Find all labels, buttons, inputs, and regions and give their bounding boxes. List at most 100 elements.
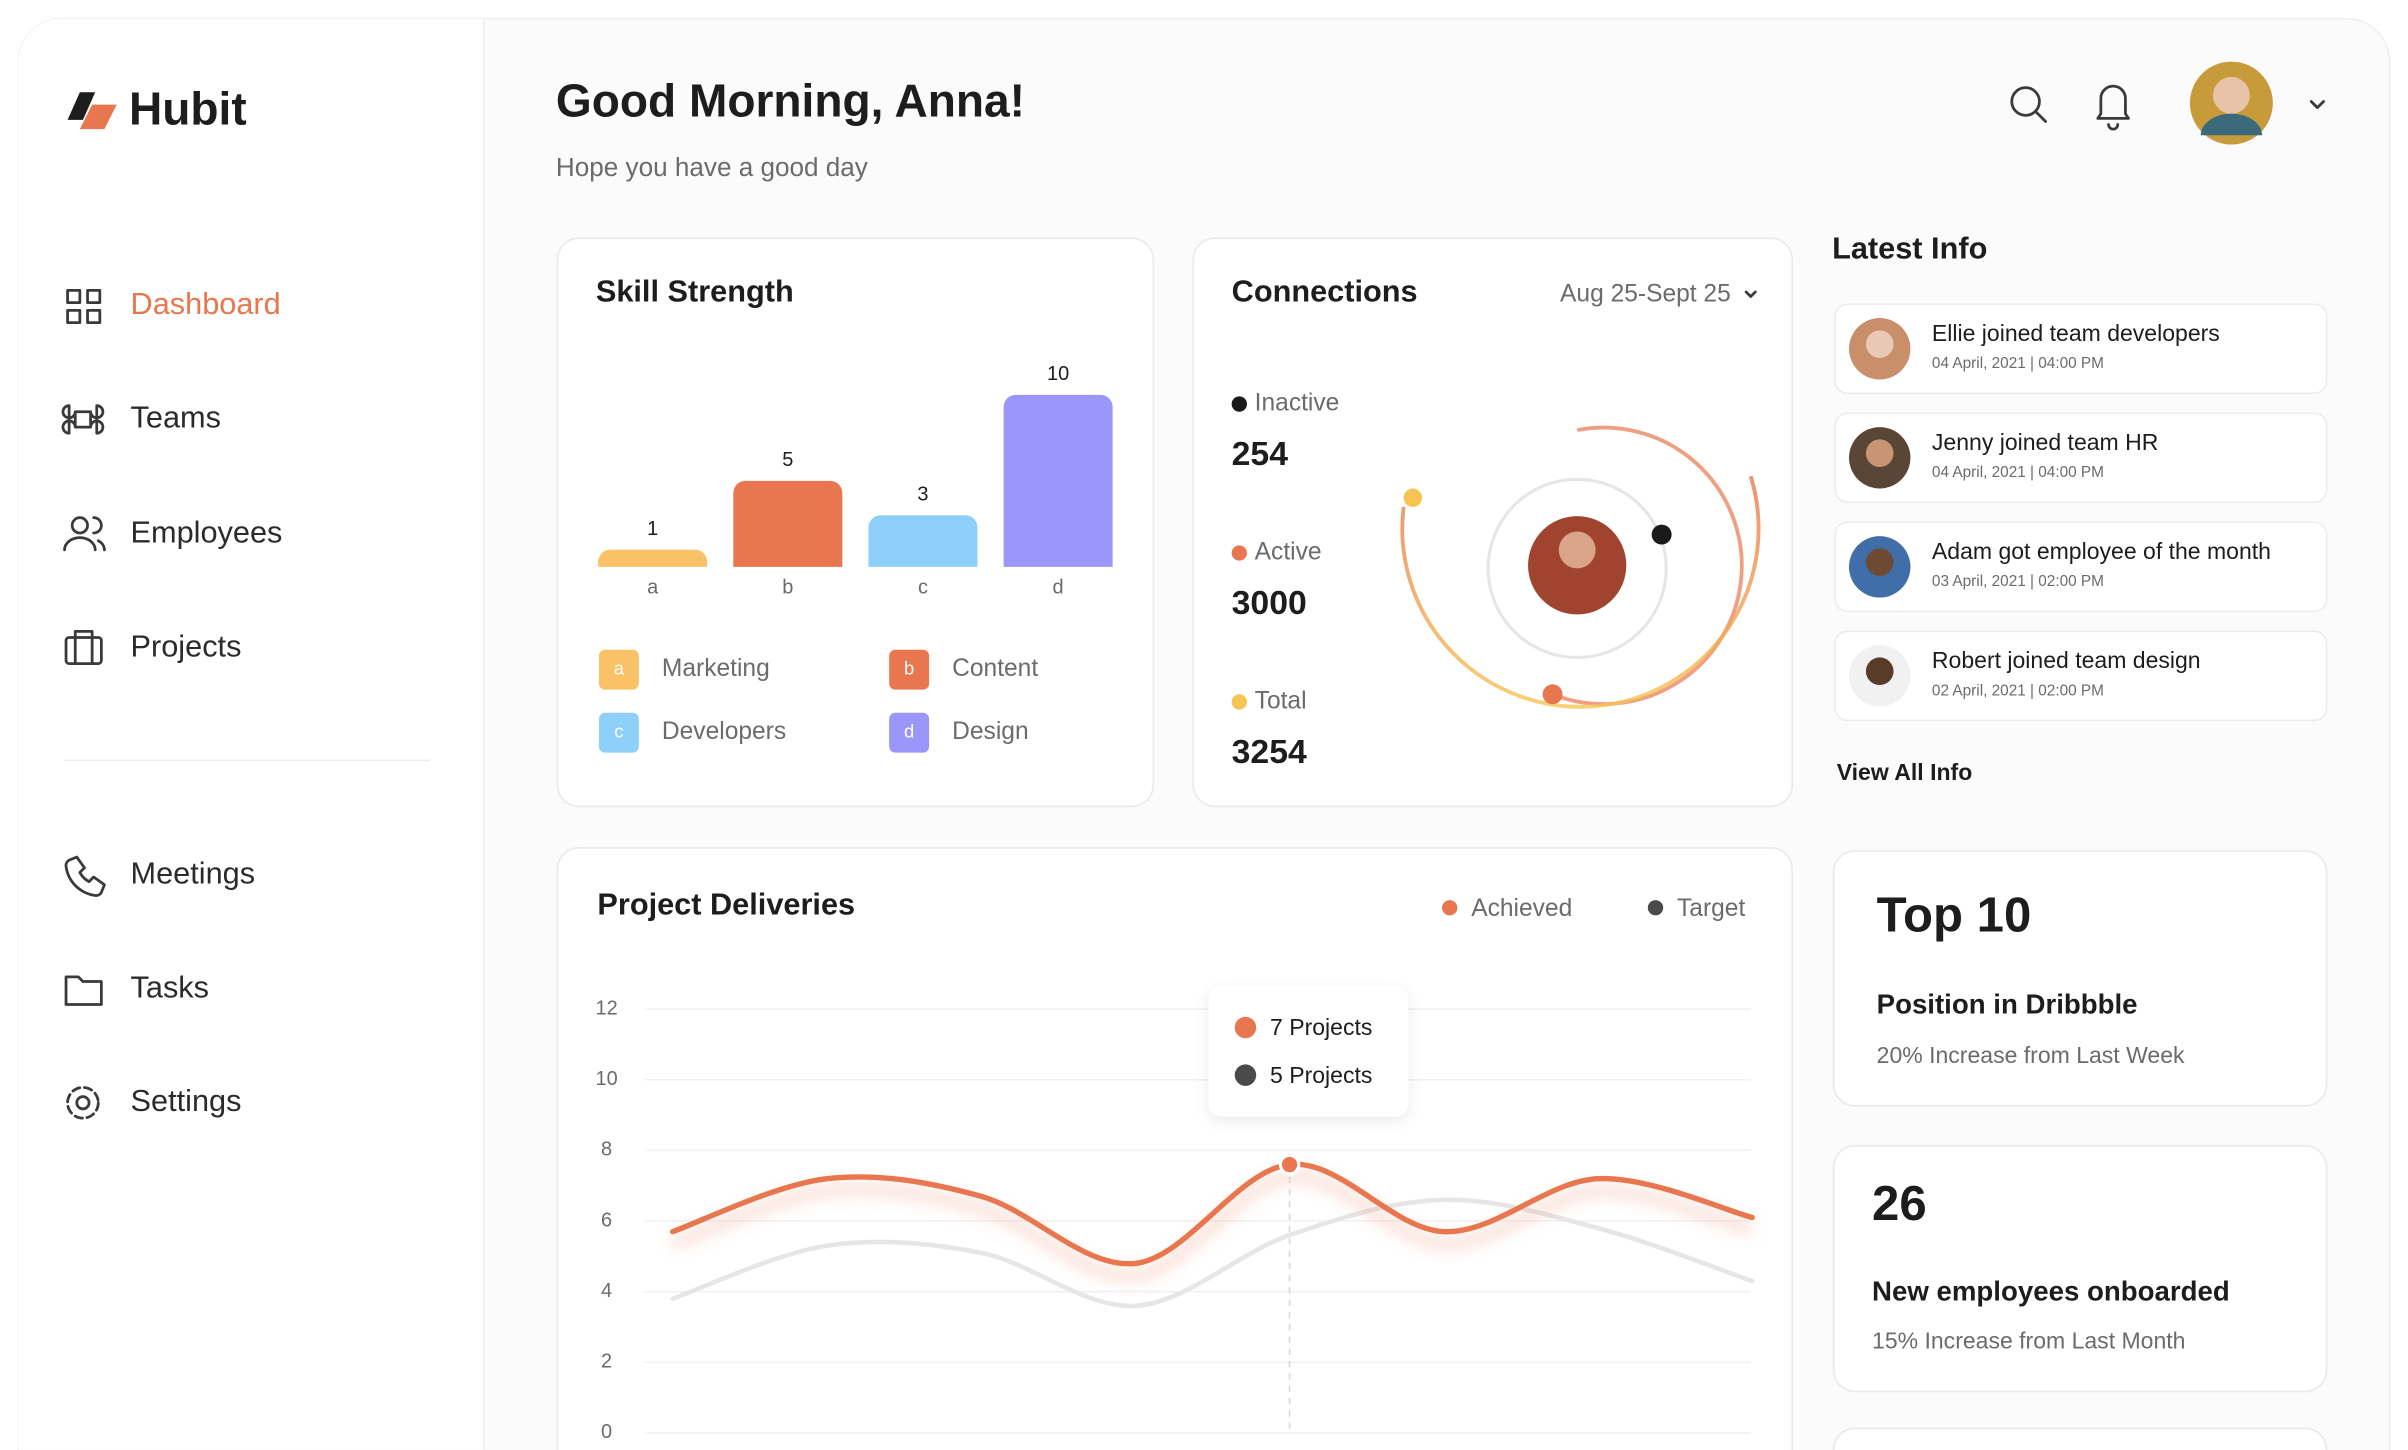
orbit-dot — [1542, 684, 1563, 705]
card-title: Connections — [1232, 274, 1418, 309]
tooltip-label: 7 Projects — [1270, 1014, 1372, 1040]
highlight-note: 15% Increase from Last Month — [1872, 1327, 2185, 1353]
bar — [733, 480, 843, 567]
deliveries-card — [556, 846, 1794, 1450]
hover-point — [1278, 1153, 1301, 1176]
avatar-face — [1558, 531, 1596, 569]
avatar-face — [1865, 548, 1894, 577]
info-card — [1834, 303, 2328, 395]
nav-item[interactable]: Settings — [66, 1083, 242, 1120]
legend-key: a — [614, 658, 625, 679]
value-label: 10 — [1047, 363, 1069, 385]
value-label: 3 — [917, 484, 928, 506]
legend-dot — [1647, 900, 1664, 916]
legend-swatch — [889, 712, 930, 753]
legend-key: d — [904, 721, 914, 742]
info-time: 04 April, 2021 | 04:00 PM — [1932, 355, 2104, 372]
sidebar — [18, 18, 484, 1450]
profile-menu[interactable] — [2189, 61, 2325, 145]
skill-chart: 1 a 5 b 3 c 10 d a Marketing b Content c Developers d D… — [598, 363, 1113, 753]
greeting-subtitle: Hope you have a good day — [556, 152, 868, 182]
y-tick-label: 2 — [601, 1351, 612, 1373]
legend-swatch — [598, 712, 639, 753]
chevron — [1744, 290, 1757, 298]
category-label: c — [918, 577, 928, 599]
nav-label: Employees — [131, 515, 283, 550]
view-all-link[interactable]: View All Info — [1837, 759, 1973, 785]
stat-label: Inactive — [1255, 390, 1340, 417]
tooltip-dot — [1234, 1016, 1257, 1039]
nav-item[interactable]: Projects — [64, 628, 242, 665]
nav-item[interactable]: Tasks — [64, 969, 209, 1006]
icon — [64, 975, 103, 1006]
highlight-label: Position in Dribbble — [1877, 988, 2138, 1019]
info-text: Jenny joined team HR — [1932, 429, 2158, 455]
orbit-dot — [1651, 524, 1672, 545]
info-item[interactable]: Jenny joined team HR 04 April, 2021 | 04:… — [1834, 412, 2328, 504]
icon — [64, 629, 103, 665]
icon — [66, 289, 102, 325]
avatar-body — [2200, 113, 2263, 136]
legend-swatch — [598, 649, 639, 690]
info-item[interactable]: Ellie joined team developers 04 April, 20… — [1834, 303, 2328, 395]
highlight-label: New employees onboarded — [1872, 1276, 2230, 1307]
avatar-face — [1865, 657, 1894, 686]
legend-label: Design — [952, 718, 1028, 745]
info-list: Ellie joined team developers 04 April, 20… — [1834, 303, 2328, 722]
tooltip-dot — [1234, 1064, 1257, 1086]
category-label: a — [647, 577, 659, 599]
nav-label: Teams — [131, 400, 221, 435]
nav-item[interactable]: Meetings — [64, 855, 256, 897]
logo[interactable]: Hubit — [67, 82, 247, 134]
icon — [64, 855, 106, 897]
highlight-note: 20% Increase from Last Week — [1877, 1042, 2185, 1068]
status-dot — [1231, 396, 1247, 412]
nav-label: Meetings — [131, 856, 256, 891]
orbit-ring — [1486, 477, 1668, 659]
nav-label: Projects — [131, 628, 242, 663]
info-card — [1834, 630, 2328, 722]
date-range: Aug 25-Sept 25 — [1560, 280, 1731, 307]
highlight-value: Top 10 — [1877, 888, 2032, 942]
info-item[interactable]: Adam got employee of the month 03 April, … — [1834, 521, 2328, 613]
icon — [66, 1086, 100, 1120]
info-text: Adam got employee of the month — [1932, 538, 2271, 564]
series-line — [670, 1197, 1755, 1309]
info-time: 04 April, 2021 | 04:00 PM — [1932, 464, 2104, 481]
section-title: Latest Info — [1832, 231, 1987, 266]
tooltip — [1208, 986, 1409, 1117]
series-line — [669, 1161, 1755, 1267]
status-dot — [1231, 545, 1247, 561]
nav-item[interactable]: Employees — [63, 515, 283, 552]
date-filter[interactable]: Aug 25-Sept 25 — [1560, 280, 1757, 307]
info-item[interactable]: Robert joined team design 02 April, 2021 … — [1834, 630, 2328, 722]
stat-value: 3000 — [1232, 584, 1307, 622]
nav-item[interactable]: Teams — [61, 400, 221, 435]
y-tick-label: 12 — [596, 997, 618, 1019]
stat-value: 3254 — [1232, 733, 1307, 771]
info-time: 02 April, 2021 | 02:00 PM — [1932, 682, 2104, 699]
stat-label: Total — [1255, 687, 1307, 714]
search-button[interactable] — [2010, 86, 2047, 123]
deliveries-chart: 0 2 4 6 8 10 12 Achieved Target 7 Projects 5 Proje… — [596, 895, 1755, 1443]
info-text: Robert joined team design — [1932, 647, 2201, 673]
category-label: d — [1053, 577, 1064, 599]
status-dot — [1231, 694, 1247, 710]
greeting: Good Morning, Anna! — [556, 75, 1025, 127]
y-tick-label: 8 — [601, 1139, 612, 1161]
y-tick-label: 10 — [596, 1068, 618, 1090]
value-label: 5 — [782, 449, 793, 471]
icon — [61, 404, 105, 435]
y-tick-label: 0 — [601, 1421, 612, 1443]
avatar-face — [2212, 76, 2250, 114]
legend-label: Achieved — [1471, 895, 1572, 922]
nav-item[interactable]: Dashboard — [66, 286, 281, 325]
orbit-arc — [1400, 475, 1761, 709]
avatar-face — [1865, 439, 1894, 467]
card-title: Project Deliveries — [597, 886, 855, 921]
notifications-button[interactable] — [2096, 84, 2130, 131]
legend-key: c — [614, 721, 623, 742]
legend-label: Target — [1677, 895, 1745, 922]
